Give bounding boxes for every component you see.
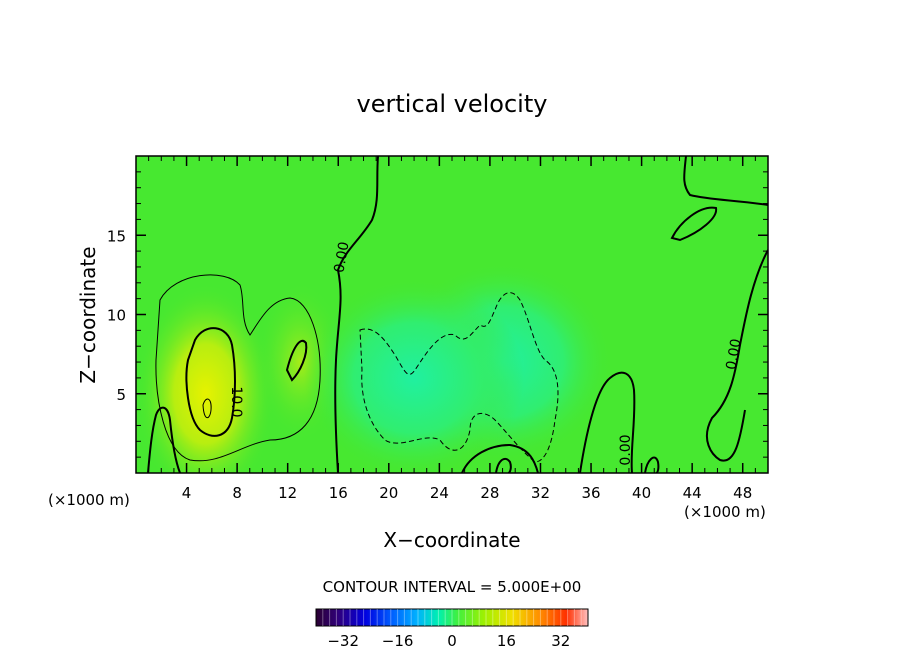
x-tick-label: 20 — [379, 484, 398, 502]
colorbar-tick-label: 16 — [497, 632, 516, 650]
x-tick-label: 44 — [683, 484, 702, 502]
x-tick-label: 8 — [232, 484, 242, 502]
x-tick-label: 48 — [733, 484, 752, 502]
x-tick-label: 24 — [430, 484, 449, 502]
x-tick-label: 32 — [531, 484, 550, 502]
x-axis-label: X−coordinate — [383, 528, 520, 552]
colorbar-tick-label: 32 — [551, 632, 570, 650]
contour-left-edge — [147, 406, 181, 473]
contour-lines — [147, 156, 768, 473]
y-tick-label: 10 — [107, 307, 126, 325]
contour-top-right-cell — [670, 206, 718, 242]
chart-title: vertical velocity — [357, 90, 548, 118]
x-unit-left: (×1000 m) — [48, 491, 130, 509]
contour-right-lower — [579, 371, 636, 473]
x-tick-label: 40 — [632, 484, 651, 502]
contour-right-small — [644, 456, 660, 473]
contour-right-edge — [706, 249, 768, 462]
x-tick-label: 28 — [480, 484, 499, 502]
colorbar-tick-label: −32 — [327, 632, 359, 650]
x-tick-label: 12 — [278, 484, 297, 502]
x-tick-label: 4 — [182, 484, 192, 502]
contour-bottom-cell — [461, 443, 539, 473]
plot-area — [136, 156, 768, 473]
x-axis: 4 8 12 16 20 24 28 32 36 40 44 48 — [148, 156, 756, 502]
contour-label-zero-left: 0.00 — [331, 241, 352, 274]
x-unit-right: (×1000 m) — [684, 503, 766, 521]
x-tick-label: 16 — [329, 484, 348, 502]
contour-top-right — [683, 156, 768, 206]
y-tick-label: 5 — [116, 386, 126, 404]
colorbar-tick-label: 0 — [447, 632, 457, 650]
field-peak-0 — [136, 283, 276, 473]
field-peak-3 — [304, 277, 525, 473]
contour-bottom-cell-2 — [495, 457, 512, 473]
colorbar-gradient — [315, 608, 589, 627]
contour-negative-dashed — [359, 292, 559, 463]
y-axis-label: Z−coordinate — [76, 246, 100, 383]
y-tick-label: 15 — [107, 227, 126, 245]
contour-15-loop — [202, 398, 212, 419]
x-tick-label: 36 — [581, 484, 600, 502]
contour-10-loop — [185, 327, 236, 437]
contour-label-zero-mid: 0.00 — [618, 434, 634, 465]
colorbar-tick-label: −16 — [382, 632, 414, 650]
contour-5-loop — [155, 274, 321, 462]
y-axis: 5 10 15 — [107, 171, 768, 458]
contour-interval: CONTOUR INTERVAL = 5.000E+00 — [323, 578, 582, 596]
contour-zero-line — [334, 156, 379, 473]
contour-label-ten: 10.0 — [228, 386, 244, 417]
contour-small-cell — [285, 340, 308, 382]
colorbar: −32 −16 0 16 32 — [315, 608, 589, 650]
contour-label-zero-right: 0.00 — [723, 338, 744, 371]
